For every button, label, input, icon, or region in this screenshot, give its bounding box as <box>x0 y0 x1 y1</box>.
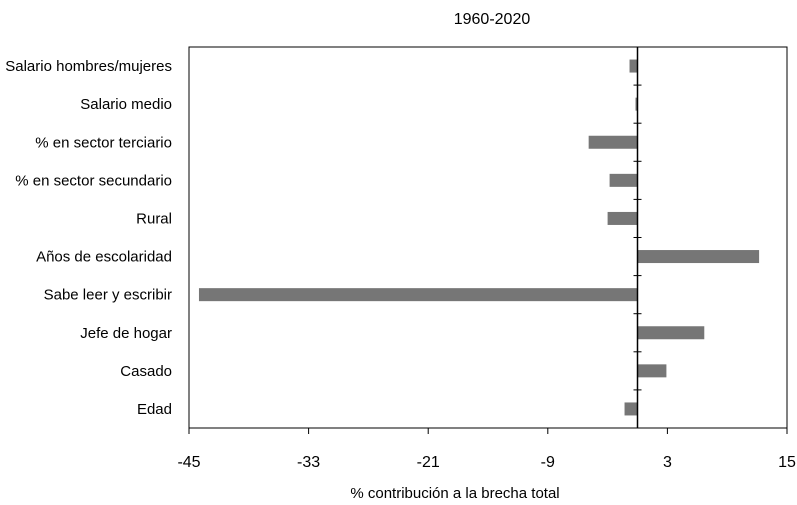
bar <box>198 288 638 302</box>
x-tick-label: -9 <box>541 454 555 471</box>
chart-title: 1960-2020 <box>454 11 531 28</box>
plot-frame <box>188 46 788 429</box>
x-tick-label: -45 <box>177 454 200 471</box>
bar <box>588 135 638 149</box>
x-tick-label: 15 <box>778 454 796 471</box>
bar <box>609 173 638 187</box>
x-axis-label: % contribución a la brecha total <box>350 485 559 502</box>
bar <box>607 211 638 225</box>
category-label: Sabe leer y escribir <box>44 287 172 304</box>
category-labels: Salario hombres/mujeres Salario medio % en… <box>5 58 172 418</box>
bar <box>637 326 705 340</box>
x-tick-label: -21 <box>417 454 440 471</box>
bar <box>629 59 638 73</box>
bar <box>624 402 638 416</box>
bar <box>637 364 667 378</box>
bar <box>637 250 760 264</box>
bar <box>635 97 638 111</box>
x-axis-ticks: -45 -33 -21 -9 3 15 <box>177 428 796 471</box>
x-tick-label: 3 <box>663 454 672 471</box>
zero-axis <box>633 46 642 429</box>
category-label: Casado <box>120 363 172 380</box>
category-label: % en sector secundario <box>15 172 172 189</box>
category-label: Edad <box>137 401 172 418</box>
category-label: Jefe de hogar <box>80 325 172 342</box>
bars-group <box>198 59 760 416</box>
category-label: Años de escolaridad <box>36 249 172 266</box>
category-label: Salario hombres/mujeres <box>5 58 172 75</box>
category-label: % en sector terciario <box>35 134 172 151</box>
x-tick-label: -33 <box>297 454 320 471</box>
category-label: Salario medio <box>80 96 172 113</box>
category-label: Rural <box>136 210 172 227</box>
